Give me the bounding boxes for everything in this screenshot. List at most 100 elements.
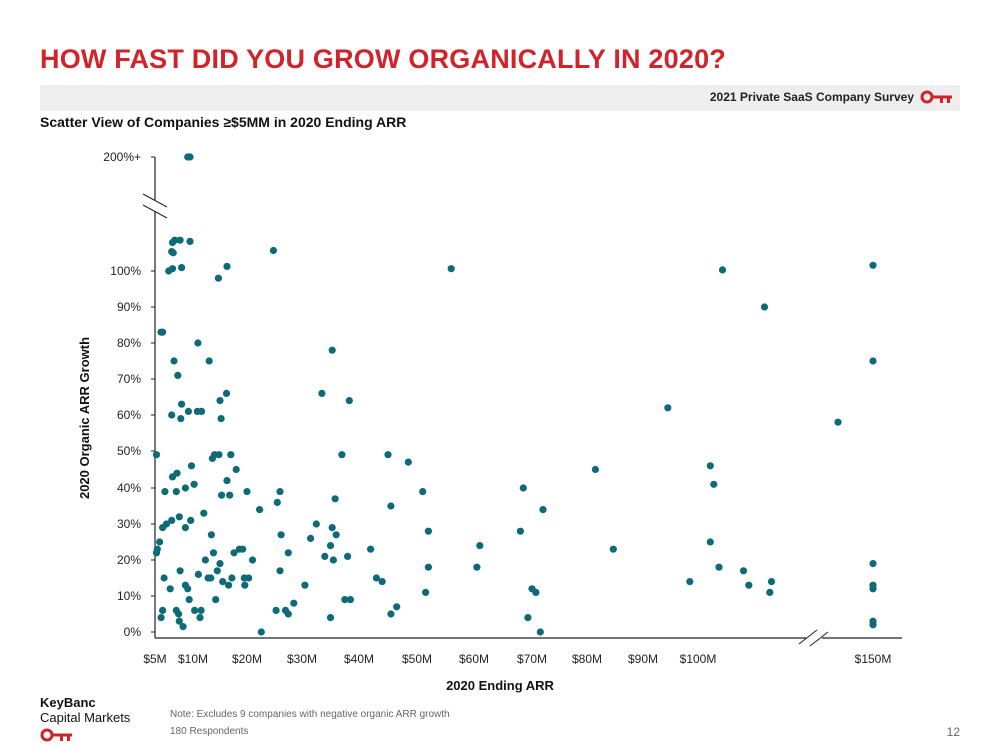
data-point xyxy=(664,404,672,412)
data-point xyxy=(869,261,877,269)
data-point xyxy=(332,531,340,539)
data-point xyxy=(175,617,183,625)
data-point xyxy=(184,585,192,593)
data-point xyxy=(219,578,227,586)
data-point xyxy=(276,567,284,575)
data-point xyxy=(205,357,213,365)
data-point xyxy=(223,262,231,270)
x-tick-label: $5M xyxy=(143,652,166,666)
data-point xyxy=(536,628,544,636)
data-point xyxy=(159,606,167,615)
key-icon xyxy=(920,90,952,104)
data-point xyxy=(181,484,189,492)
data-point xyxy=(715,563,723,571)
data-point xyxy=(177,415,185,423)
data-point xyxy=(532,588,540,597)
data-point xyxy=(214,274,222,282)
data-point xyxy=(239,545,247,553)
data-point xyxy=(766,588,774,597)
y-tick-label: 30% xyxy=(117,517,141,531)
data-point xyxy=(213,567,221,575)
data-point xyxy=(161,488,169,496)
data-point xyxy=(424,563,432,571)
data-point xyxy=(166,585,174,593)
data-point xyxy=(346,596,354,604)
data-point xyxy=(290,599,298,607)
data-point xyxy=(609,545,617,553)
data-point xyxy=(176,567,184,575)
data-point xyxy=(168,516,176,525)
data-point xyxy=(516,527,525,535)
y-tick-label: 80% xyxy=(117,336,141,350)
data-point xyxy=(178,264,186,272)
data-point xyxy=(519,484,527,492)
data-point xyxy=(168,265,177,273)
data-point xyxy=(168,411,176,419)
data-point xyxy=(227,451,235,459)
data-point xyxy=(173,469,181,477)
data-point xyxy=(186,153,194,161)
data-point xyxy=(176,236,184,244)
data-point xyxy=(272,606,280,615)
data-point xyxy=(217,415,225,423)
data-point xyxy=(869,357,877,365)
data-point xyxy=(169,249,177,257)
data-point xyxy=(869,560,877,568)
x-tick-label: $30M xyxy=(287,652,317,666)
header-bar: 2021 Private SaaS Company Survey xyxy=(40,85,960,111)
data-point xyxy=(539,506,547,514)
data-point xyxy=(318,389,326,397)
data-point xyxy=(591,465,600,474)
data-point xyxy=(387,610,395,618)
data-point xyxy=(834,418,842,426)
data-point xyxy=(706,538,714,546)
data-point xyxy=(284,610,292,618)
data-point xyxy=(869,621,877,629)
data-point xyxy=(171,236,179,244)
data-point xyxy=(328,346,336,354)
data-point xyxy=(256,506,264,514)
data-point xyxy=(387,502,395,510)
data-point xyxy=(222,389,231,397)
data-point xyxy=(404,458,412,466)
y-tick-label: 20% xyxy=(117,553,141,567)
data-point xyxy=(191,606,199,615)
data-point xyxy=(419,488,427,496)
data-point xyxy=(686,578,694,586)
data-point xyxy=(172,606,180,615)
data-point xyxy=(194,570,202,579)
x-tick-label: $150M xyxy=(855,652,892,666)
data-point xyxy=(243,488,251,496)
y-axis-break-mark xyxy=(142,204,168,219)
x-tick-label: $60M xyxy=(459,652,489,666)
y-tick-label: 50% xyxy=(117,444,141,458)
data-point xyxy=(228,574,236,582)
y-tick-label: 70% xyxy=(117,372,141,386)
data-point xyxy=(241,581,249,589)
data-point xyxy=(257,628,265,636)
data-point xyxy=(209,549,218,557)
x-tick-label: $80M xyxy=(572,652,602,666)
data-point xyxy=(718,266,727,274)
data-point xyxy=(232,465,240,474)
data-point xyxy=(160,574,168,582)
data-point xyxy=(312,520,320,528)
x-tick-label: $100M xyxy=(680,652,717,666)
data-point xyxy=(187,462,196,470)
data-point xyxy=(710,480,718,488)
page-title: HOW FAST DID YOU GROW ORGANICALLY IN 202… xyxy=(40,44,726,74)
y-axis-label: 2020 Organic ARR Growth xyxy=(77,337,92,499)
data-point xyxy=(476,542,484,550)
x-axis-label: 2020 Ending ARR xyxy=(446,678,554,693)
data-point xyxy=(473,563,481,571)
data-point xyxy=(187,516,195,525)
data-point xyxy=(248,556,257,564)
data-point xyxy=(181,524,189,532)
data-point xyxy=(215,451,223,459)
data-point xyxy=(170,357,178,365)
x-tick-label: $40M xyxy=(344,652,374,666)
data-point xyxy=(276,488,284,496)
data-point xyxy=(393,603,401,611)
data-point xyxy=(269,246,277,255)
